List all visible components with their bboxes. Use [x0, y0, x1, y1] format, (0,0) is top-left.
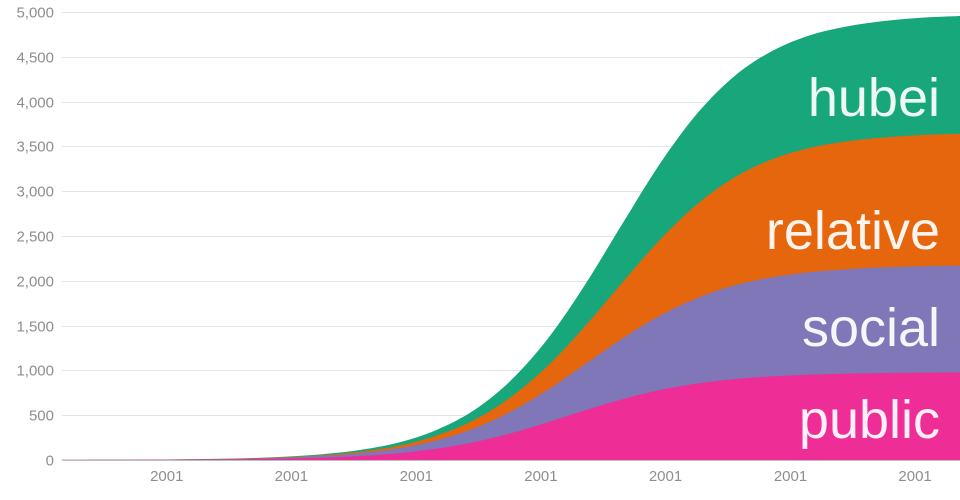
- x-axis-tick-label: 2001: [898, 468, 931, 485]
- x-axis-tick-label: 2001: [275, 468, 308, 485]
- y-axis-tick-label: 1,000: [16, 363, 54, 380]
- y-axis-tick-label: 0: [46, 453, 54, 470]
- y-axis-tick-label: 1,500: [16, 319, 54, 336]
- y-axis-tick-label: 500: [29, 408, 54, 425]
- x-axis-tick-label: 2001: [150, 468, 183, 485]
- area-series-public[interactable]: [62, 372, 960, 461]
- series-label-hubei: hubei: [808, 68, 940, 128]
- y-axis-tick-label: 2,000: [16, 274, 54, 291]
- x-axis-tick-label: 2001: [774, 468, 807, 485]
- x-axis-tick-label: 2001: [524, 468, 557, 485]
- series-label-public: public: [799, 390, 940, 450]
- y-axis-tick-label: 2,500: [16, 229, 54, 246]
- y-axis-tick-label: 3,000: [16, 184, 54, 201]
- series-label-social: social: [802, 298, 940, 358]
- series-label-relative: relative: [766, 201, 940, 261]
- y-axis-tick-label: 5,000: [16, 5, 54, 22]
- y-axis-tick-label: 4,500: [16, 50, 54, 67]
- x-axis-tick-label: 2001: [649, 468, 682, 485]
- y-axis-tick-label: 4,000: [16, 95, 54, 112]
- y-axis-tick-label: 3,500: [16, 139, 54, 156]
- x-axis-tick-label: 2001: [400, 468, 433, 485]
